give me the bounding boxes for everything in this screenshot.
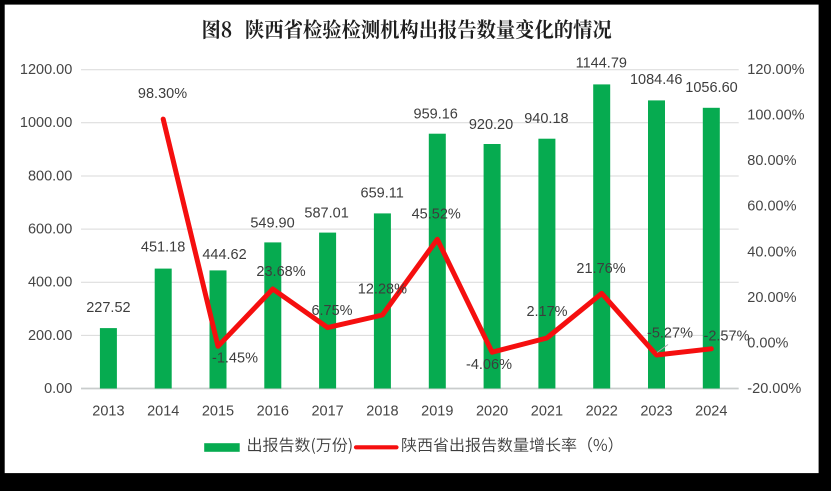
svg-text:920.20: 920.20 — [469, 117, 513, 133]
svg-text:2017: 2017 — [311, 403, 343, 419]
svg-text:2020: 2020 — [476, 403, 508, 419]
svg-text:2014: 2014 — [147, 403, 179, 419]
svg-text:1144.79: 1144.79 — [576, 55, 627, 71]
svg-text:45.52%: 45.52% — [412, 207, 461, 223]
svg-text:1200.00: 1200.00 — [20, 62, 72, 78]
svg-text:6.75%: 6.75% — [311, 303, 352, 319]
svg-text:120.00%: 120.00% — [747, 62, 804, 78]
svg-text:100.00%: 100.00% — [747, 108, 804, 124]
svg-text:2018: 2018 — [366, 403, 398, 419]
svg-text:-2.57%: -2.57% — [704, 328, 750, 344]
svg-text:940.18: 940.18 — [524, 111, 568, 127]
svg-text:200.00: 200.00 — [28, 328, 72, 344]
svg-text:227.52: 227.52 — [86, 300, 130, 316]
svg-text:2019: 2019 — [421, 403, 453, 419]
svg-text:-5.27%: -5.27% — [647, 326, 693, 342]
svg-text:1000.00: 1000.00 — [20, 115, 72, 131]
svg-text:40.00%: 40.00% — [747, 244, 796, 260]
svg-text:21.76%: 21.76% — [576, 261, 625, 277]
svg-text:20.00%: 20.00% — [747, 290, 796, 306]
svg-text:400.00: 400.00 — [28, 275, 72, 291]
svg-text:2013: 2013 — [92, 403, 124, 419]
svg-text:1084.46: 1084.46 — [630, 72, 682, 88]
svg-text:2015: 2015 — [202, 403, 234, 419]
svg-text:23.68%: 23.68% — [256, 264, 305, 280]
svg-text:-1.45%: -1.45% — [212, 351, 258, 367]
svg-text:659.11: 659.11 — [361, 186, 404, 202]
svg-text:0.00%: 0.00% — [747, 335, 788, 351]
svg-text:-4.06%: -4.06% — [466, 357, 512, 373]
svg-text:2021: 2021 — [531, 403, 563, 419]
svg-text:2022: 2022 — [586, 403, 618, 419]
svg-text:98.30%: 98.30% — [138, 86, 187, 102]
svg-text:800.00: 800.00 — [28, 168, 72, 184]
svg-text:959.16: 959.16 — [414, 107, 458, 123]
svg-text:600.00: 600.00 — [28, 222, 72, 238]
svg-text:451.18: 451.18 — [141, 239, 185, 255]
svg-text:444.62: 444.62 — [202, 247, 246, 263]
svg-text:80.00%: 80.00% — [747, 153, 796, 169]
svg-text:2016: 2016 — [257, 403, 289, 419]
svg-text:60.00%: 60.00% — [747, 199, 796, 215]
svg-text:1056.60: 1056.60 — [685, 80, 737, 96]
svg-text:2.17%: 2.17% — [526, 304, 567, 320]
svg-text:2023: 2023 — [640, 403, 672, 419]
svg-text:549.90: 549.90 — [250, 215, 294, 231]
svg-text:2024: 2024 — [695, 403, 727, 419]
svg-text:0.00: 0.00 — [44, 381, 72, 397]
svg-text:-20.00%: -20.00% — [747, 381, 801, 397]
svg-text:12.28%: 12.28% — [358, 281, 407, 297]
svg-text:587.01: 587.01 — [304, 206, 348, 222]
